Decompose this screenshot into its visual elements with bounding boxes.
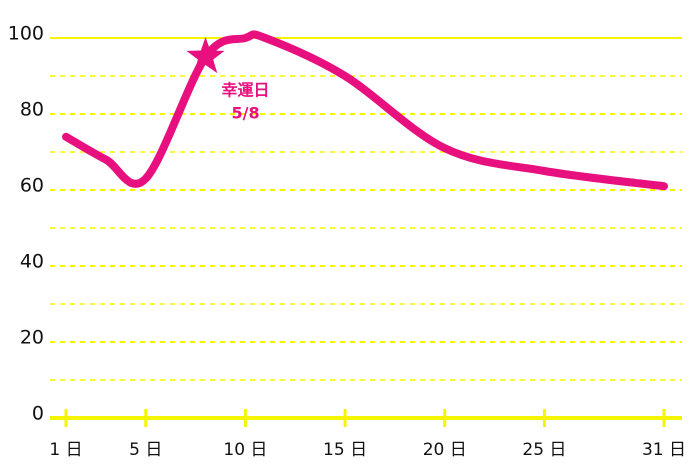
y-tick-label: 20 — [20, 327, 44, 349]
x-tick-label: 10 日 — [223, 440, 267, 460]
x-tick-label: 5 日 — [129, 440, 162, 460]
lucky-day-star — [186, 37, 225, 74]
x-tick-label: 31 日 — [642, 440, 686, 460]
line — [62, 30, 668, 191]
y-tick-label: 60 — [20, 175, 44, 197]
x-tick-label: 1 日 — [49, 440, 82, 460]
y-tick-label: 80 — [20, 99, 44, 121]
x-tick-label: 20 日 — [423, 440, 467, 460]
y-tick-label: 40 — [20, 251, 44, 273]
x-tick-label: 15 日 — [323, 440, 367, 460]
y-tick-label: 0 — [32, 403, 44, 425]
annotation-sublabel: 5/8 — [231, 104, 259, 123]
x-tick-label: 25 日 — [522, 440, 566, 460]
annotation-label: 幸運日 — [222, 81, 270, 100]
y-tick-label: 100 — [8, 23, 44, 45]
